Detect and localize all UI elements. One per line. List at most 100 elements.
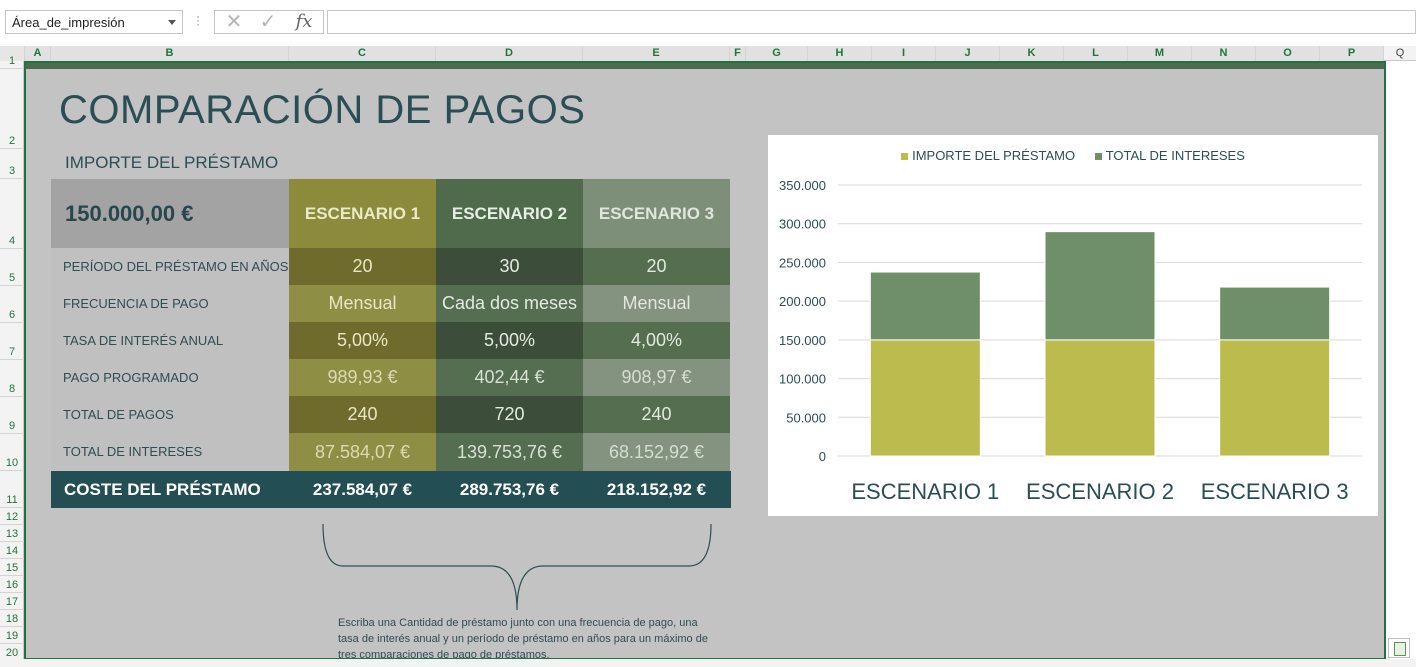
row-header[interactable]: 11 — [0, 471, 24, 508]
column-header-p[interactable]: P — [1320, 46, 1384, 61]
loan-amount-heading[interactable]: IMPORTE DEL PRÉSTAMO — [65, 153, 279, 172]
column-header-d[interactable]: D — [436, 46, 583, 61]
brace-icon — [322, 523, 712, 611]
cell-s2-total-interest[interactable]: 139.753,76 € — [436, 433, 583, 471]
legend-label-loan: IMPORTE DEL PRÉSTAMO — [912, 148, 1076, 163]
cancel-icon[interactable]: ✕ — [225, 11, 243, 33]
row-header[interactable]: 1 — [0, 55, 24, 69]
column-header-n[interactable]: N — [1192, 46, 1256, 61]
row-header[interactable]: 15 — [0, 559, 24, 576]
x-tick-label: ESCENARIO 3 — [1201, 479, 1349, 504]
row-label-frequency[interactable]: FRECUENCIA DE PAGO — [51, 285, 289, 322]
row-header[interactable]: 18 — [0, 610, 24, 627]
row-header[interactable]: 17 — [0, 593, 24, 610]
bar-interest — [1219, 286, 1331, 341]
row-header[interactable]: 19 — [0, 627, 24, 644]
cell-s1-payment[interactable]: 989,93 € — [289, 359, 436, 396]
column-header-l[interactable]: L — [1064, 46, 1128, 61]
cell-s3-period[interactable]: 20 — [583, 248, 730, 285]
check-icon[interactable]: ✓ — [259, 11, 277, 33]
page-title[interactable]: COMPARACIÓN DE PAGOS — [59, 88, 586, 132]
column-header-j[interactable]: J — [936, 46, 1000, 61]
bar-loan — [1219, 339, 1331, 457]
row-label-total-interest[interactable]: TOTAL DE INTERESES — [51, 433, 289, 470]
cell-s1-frequency[interactable]: Mensual — [289, 285, 436, 322]
cell-s3-rate[interactable]: 4,00% — [583, 322, 730, 359]
row-header[interactable]: 8 — [0, 360, 24, 397]
row-header[interactable]: 16 — [0, 576, 24, 593]
row-header[interactable]: 5 — [0, 249, 24, 286]
row-header[interactable]: 2 — [0, 69, 24, 149]
cell-s2-period[interactable]: 30 — [436, 248, 583, 285]
row-header[interactable]: 13 — [0, 525, 24, 542]
row-header[interactable]: 12 — [0, 508, 24, 525]
cell-s3-frequency[interactable]: Mensual — [583, 285, 730, 322]
cell-s3-payment[interactable]: 908,97 € — [583, 359, 730, 396]
loan-cost-label[interactable]: COSTE DEL PRÉSTAMO — [64, 479, 261, 499]
chart-legend[interactable]: IMPORTE DEL PRÉSTAMO TOTAL DE INTERESES — [768, 148, 1378, 163]
insert-function-icon[interactable]: fx — [295, 11, 313, 32]
legend-item-loan[interactable]: IMPORTE DEL PRÉSTAMO — [901, 148, 1075, 163]
scenario-2-header[interactable]: ESCENARIO 2 — [436, 179, 583, 248]
bar-loan — [1044, 339, 1156, 457]
legend-swatch-loan — [901, 153, 909, 161]
instruction-note[interactable]: Escriba una Cantidad de préstamo junto c… — [338, 617, 708, 658]
name-box-value: Área_de_impresión — [12, 15, 125, 30]
cell-s1-total-interest[interactable]: 87.584,07 € — [289, 433, 436, 471]
column-header-h[interactable]: H — [808, 46, 872, 61]
loan-cost-s2[interactable]: 289.753,76 € — [459, 479, 560, 499]
more-options-icon[interactable]: · · · — [196, 9, 200, 31]
loan-amount-cell[interactable]: 150.000,00 € — [51, 179, 289, 248]
formula-input[interactable] — [327, 10, 1416, 34]
row-header[interactable]: 3 — [0, 149, 24, 179]
column-header-e[interactable]: E — [583, 46, 730, 61]
column-header-a[interactable]: A — [25, 46, 51, 61]
column-header-k[interactable]: K — [1000, 46, 1064, 61]
row-header[interactable]: 9 — [0, 397, 24, 434]
row-label-total-payments[interactable]: TOTAL DE PAGOS — [51, 396, 289, 433]
column-header-m[interactable]: M — [1128, 46, 1192, 61]
chart-plot: 0 50.000 100.000 150.000 200.000 250.000 300.0… — [779, 178, 1362, 504]
row-label-rate[interactable]: TASA DE INTERÉS ANUAL — [51, 322, 289, 359]
row-header[interactable]: 7 — [0, 323, 24, 360]
row-header[interactable]: 4 — [0, 179, 24, 249]
cell-s1-rate[interactable]: 5,00% — [289, 322, 436, 359]
column-header-c[interactable]: C — [289, 46, 436, 61]
legend-item-interest[interactable]: TOTAL DE INTERESES — [1094, 148, 1245, 163]
select-all-corner[interactable] — [0, 46, 25, 61]
cell-s2-total-payments[interactable]: 720 — [436, 396, 583, 433]
y-tick-label: 250.000 — [779, 255, 826, 270]
cell-s2-frequency[interactable]: Cada dos meses — [436, 285, 583, 322]
column-header-q[interactable]: Q — [1395, 47, 1405, 59]
y-tick-label: 100.000 — [779, 372, 826, 387]
cell-s1-period[interactable]: 20 — [289, 248, 436, 285]
y-tick-label: 50.000 — [786, 410, 826, 425]
paste-options-icon[interactable] — [1388, 638, 1410, 658]
loan-cost-s3[interactable]: 218.152,92 € — [606, 479, 707, 499]
worksheet[interactable]: COMPARACIÓN DE PAGOS IMPORTE DEL PRÉSTAM… — [25, 62, 1384, 658]
scenario-3-header[interactable]: ESCENARIO 3 — [583, 179, 730, 248]
cell-s1-total-payments[interactable]: 240 — [289, 396, 436, 433]
column-header-f[interactable]: F — [730, 46, 746, 61]
cell-s2-payment[interactable]: 402,44 € — [436, 359, 583, 396]
row-label-period[interactable]: PERÍODO DEL PRÉSTAMO EN AÑOS — [51, 248, 289, 285]
row-header[interactable]: 14 — [0, 542, 24, 559]
y-tick-label: 0 — [819, 449, 826, 464]
row-label-scheduled-payment[interactable]: PAGO PROGRAMADO — [51, 359, 289, 396]
cell-s3-total-interest[interactable]: 68.152,92 € — [583, 433, 730, 471]
cell-s3-total-payments[interactable]: 240 — [583, 396, 730, 433]
loan-cost-row — [51, 471, 731, 508]
row-header[interactable]: 6 — [0, 286, 24, 323]
loan-cost-s1[interactable]: 237.584,07 € — [312, 479, 413, 499]
column-header-g[interactable]: G — [746, 46, 808, 61]
scenario-1-header[interactable]: ESCENARIO 1 — [289, 179, 436, 248]
column-header-i[interactable]: I — [872, 46, 936, 61]
name-box[interactable]: Área_de_impresión — [5, 10, 183, 34]
x-tick-label: ESCENARIO 1 — [851, 479, 999, 504]
payment-comparison-chart[interactable]: IMPORTE DEL PRÉSTAMO TOTAL DE INTERESES … — [768, 135, 1378, 516]
row-header[interactable]: 10 — [0, 434, 24, 471]
chevron-down-icon[interactable] — [168, 20, 176, 25]
column-header-o[interactable]: O — [1256, 46, 1320, 61]
column-header-b[interactable]: B — [51, 46, 289, 61]
cell-s2-rate[interactable]: 5,00% — [436, 322, 583, 359]
